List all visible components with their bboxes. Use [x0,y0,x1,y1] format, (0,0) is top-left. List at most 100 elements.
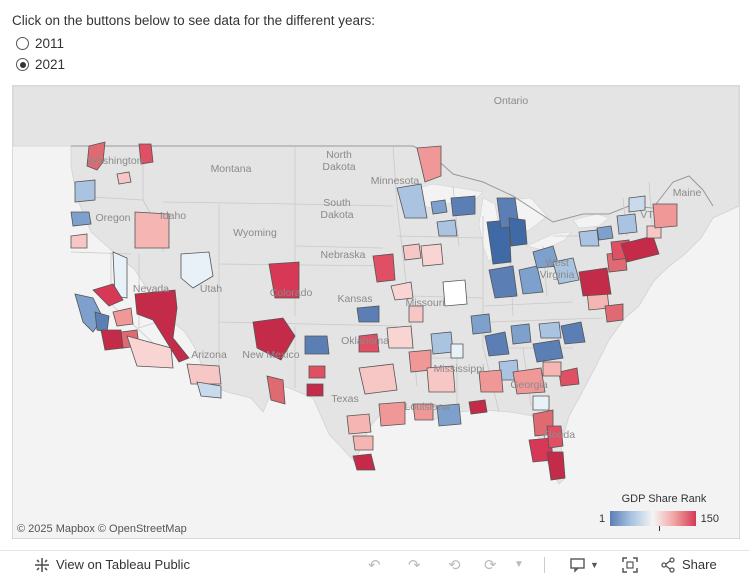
metro-springfield-mo[interactable] [390,281,414,301]
metro-boise[interactable] [134,211,170,249]
metro-charleston[interactable] [558,367,580,387]
metro-el-paso[interactable] [266,375,286,405]
metro-riverside[interactable] [126,335,174,369]
map-view[interactable]: Ontario North Dakota Minnesota Washington… [12,85,740,539]
metro-new-york[interactable] [620,235,660,263]
redo-button[interactable]: ↷ [408,551,421,578]
metro-columbus[interactable] [518,265,544,295]
radio-2021[interactable] [16,58,29,71]
metro-odessa[interactable] [306,383,324,397]
metro-las-vegas[interactable] [134,289,190,363]
year-option-2011[interactable]: 2011 [16,36,64,51]
metro-boston[interactable] [652,203,678,229]
metro-rochester[interactable] [596,225,614,241]
metro-yakima[interactable] [116,171,132,185]
metro-st-louis[interactable] [442,279,468,307]
metro-mobile[interactable] [468,399,488,415]
metro-minneapolis[interactable] [396,183,428,219]
metro-fresno[interactable] [112,307,134,327]
metro-medford[interactable] [70,233,88,249]
metro-tucson[interactable] [196,381,222,399]
comment-button[interactable]: ▼ [570,551,599,578]
metro-atlanta[interactable] [512,367,546,395]
metro-sacramento[interactable] [92,283,124,307]
pause-dropdown-button[interactable]: ▼ [514,551,524,578]
metro-omaha[interactable] [402,243,422,261]
metro-dallas[interactable] [358,363,398,395]
metro-salt-lake-city[interactable] [180,251,214,289]
metro-oklahoma-city[interactable] [358,333,380,353]
border-sd-ne [294,203,394,207]
metro-austin[interactable] [346,413,372,435]
metro-albany[interactable] [616,213,638,235]
map-canvas[interactable]: Ontario North Dakota Minnesota Washington… [13,86,739,538]
metro-columbia[interactable] [408,305,424,323]
metro-louisville[interactable] [470,313,492,335]
undo-button[interactable]: ↶ [368,551,381,578]
metro-knoxville[interactable] [510,323,532,345]
share-button[interactable]: Share [660,551,717,578]
metro-raleigh[interactable] [560,321,586,345]
metro-reno[interactable] [112,251,128,299]
forward-button[interactable]: ⟳ [484,551,497,578]
metro-green-bay[interactable] [430,199,448,215]
metro-jackson-tn[interactable] [450,343,464,359]
prompt-text: Click on the buttons below to see data f… [12,13,375,28]
year-option-2021[interactable]: 2021 [16,57,65,72]
label-oklahoma: Oklahoma [341,335,389,347]
border-ia-mo [396,235,484,239]
view-on-tableau-button[interactable]: View on Tableau Public [34,551,190,578]
label-texas: Texas [331,393,358,405]
label-arizona: Arizona [191,349,227,361]
metro-nashville[interactable] [484,331,510,357]
metro-portland[interactable] [74,179,96,203]
metro-memphis[interactable] [430,331,454,355]
metro-houston[interactable] [378,401,406,427]
metro-spokane[interactable] [138,143,154,165]
metro-buffalo[interactable] [578,229,600,247]
metro-san-jose[interactable] [94,311,110,333]
metro-jackson-ms[interactable] [426,365,456,393]
metro-phoenix[interactable] [186,363,222,385]
legend-tick [659,526,661,531]
metro-pittsburgh[interactable] [552,257,580,285]
metro-wichita[interactable] [356,305,380,323]
metro-seattle[interactable] [86,141,106,171]
metro-savannah[interactable] [532,395,550,411]
share-label: Share [682,557,717,572]
metro-charlotte[interactable] [532,339,564,363]
metro-albuquerque[interactable] [252,317,296,361]
metro-denver[interactable] [268,261,300,299]
metro-baton-rouge[interactable] [412,403,434,421]
metro-areas[interactable] [70,141,678,481]
metro-midland[interactable] [308,365,326,379]
metro-corpus-christi[interactable] [352,453,376,471]
metro-washington-dc[interactable] [578,267,612,297]
metro-greensboro[interactable] [538,321,562,339]
metro-des-moines[interactable] [420,243,444,267]
forward-icon: ⟳ [484,556,497,574]
fullscreen-button[interactable] [622,551,638,578]
metro-salem[interactable] [70,211,92,227]
metro-tulsa[interactable] [386,325,414,349]
metro-duluth[interactable] [416,145,442,183]
metro-madison[interactable] [436,219,458,237]
metro-amarillo[interactable] [304,335,330,355]
metro-birmingham[interactable] [478,369,504,393]
metro-columbia-sc[interactable] [542,361,562,377]
metro-virginia-beach[interactable] [604,303,624,323]
metro-milwaukee[interactable] [450,195,476,217]
color-legend: GDP Share Rank 1 150 [599,493,719,531]
metro-kansas-city[interactable] [372,253,396,283]
metro-detroit[interactable] [508,217,528,247]
metro-los-angeles[interactable] [100,329,124,351]
radio-2011[interactable] [16,37,29,50]
metro-orlando[interactable] [546,425,564,449]
metro-new-orleans[interactable] [436,403,462,427]
border-tn-ky [482,301,574,307]
revert-button[interactable]: ⟲ [448,551,461,578]
metro-san-antonio[interactable] [352,435,374,451]
metro-indianapolis[interactable] [488,265,518,299]
metro-miami[interactable] [546,451,566,481]
metro-burlington[interactable] [628,195,646,213]
